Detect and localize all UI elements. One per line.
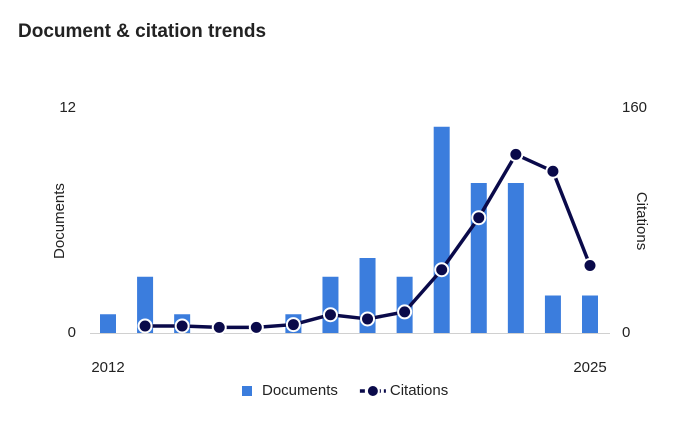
legend-marker	[365, 384, 380, 398]
point	[471, 210, 487, 226]
bar	[433, 126, 450, 333]
point	[174, 318, 190, 334]
point	[211, 319, 227, 335]
bar	[507, 183, 524, 333]
bar	[322, 276, 339, 333]
point	[434, 262, 450, 278]
point	[360, 311, 376, 327]
bar	[544, 295, 561, 333]
point	[545, 163, 561, 179]
point	[508, 146, 524, 162]
legend-marker	[242, 386, 252, 396]
y-tick-label: 0	[68, 324, 76, 341]
y2-axis-title: Citations	[633, 192, 650, 250]
bar	[582, 295, 598, 333]
y-axis-title: Documents	[51, 183, 68, 259]
legend-label: Citations	[390, 382, 448, 399]
point	[137, 318, 153, 334]
point	[248, 319, 264, 335]
legend-label: Documents	[262, 382, 338, 399]
x-tick-label: 2025	[573, 359, 606, 376]
point	[582, 258, 598, 273]
bar	[100, 314, 116, 333]
y2-tick-label: 0	[622, 324, 630, 341]
y-tick-label: 12	[59, 99, 76, 116]
bar	[137, 276, 154, 333]
chart-title: Document & citation trends	[18, 21, 266, 42]
point	[285, 317, 301, 333]
point	[322, 307, 338, 323]
point	[397, 304, 413, 320]
y2-tick-label: 160	[622, 99, 647, 116]
x-tick-label: 2012	[91, 359, 124, 376]
